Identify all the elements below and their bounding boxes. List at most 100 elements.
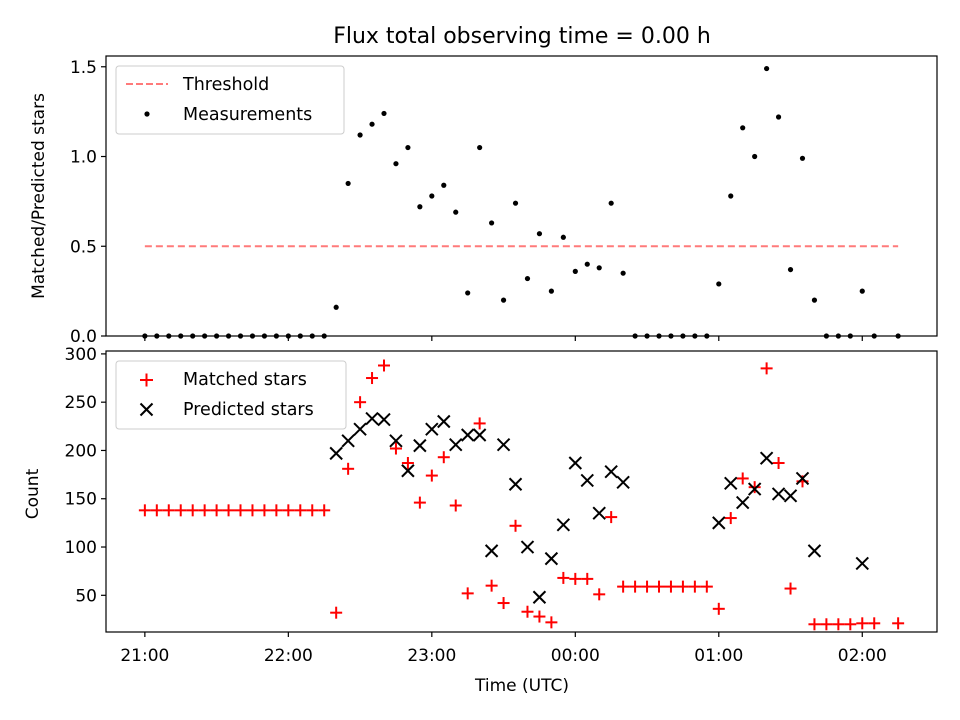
top-ytick-label: 0.5: [70, 237, 97, 257]
matched-star-point: [748, 481, 761, 494]
top-ytick-label: 1.5: [70, 58, 97, 78]
matched-star-point: [413, 496, 426, 509]
measurement-point: [596, 265, 602, 271]
matched-star-point: [832, 618, 845, 631]
matched-star-point: [545, 616, 558, 629]
bottom-ytick-label: 150: [65, 490, 97, 510]
bottom-ytick-label: 250: [65, 393, 97, 413]
matched-star-point: [473, 417, 486, 430]
predicted-star-point: [759, 451, 774, 465]
predicted-star-point: [377, 412, 391, 427]
matched-star-point: [820, 618, 833, 631]
bottom-ytick-label: 50: [75, 586, 97, 606]
measurement-point: [584, 261, 590, 267]
xtick-label: 00:00: [551, 646, 600, 666]
predicted-star-point: [556, 518, 571, 532]
matched-star-point: [198, 504, 211, 517]
measurement-point: [536, 231, 543, 237]
matched-star-point: [844, 618, 857, 631]
xtick-label: 01:00: [694, 646, 743, 666]
matched-star-point: [138, 504, 151, 517]
top-legend-box: [115, 65, 345, 135]
predicted-star-point: [724, 476, 738, 490]
bottom-x-ticks: 21:00 22:00 23:00 00:00 01:00 02:00: [120, 632, 887, 666]
matched-star-point: [593, 588, 606, 601]
matched-star-point: [306, 504, 319, 517]
measurement-point: [333, 304, 339, 310]
measurement-points: [142, 65, 901, 339]
matched-star-point: [162, 504, 175, 517]
matched-star-point: [569, 572, 582, 585]
predicted-star-point: [413, 438, 427, 453]
matched-star-point: [641, 580, 654, 593]
predicted-star-point: [353, 422, 367, 436]
matched-star-point: [784, 582, 797, 595]
matched-star-point: [712, 602, 725, 615]
matched-star-point: [366, 372, 379, 385]
top-y-ticks: 0.0 0.5 1.0 1.5: [70, 58, 106, 347]
matched-star-point: [377, 359, 390, 372]
measurement-point: [524, 275, 531, 282]
legend-predicted-swatch: [139, 402, 154, 417]
measurement-point: [740, 125, 746, 131]
matched-star-point: [856, 617, 869, 630]
top-ytick-label: 1.0: [70, 148, 97, 168]
measurement-point: [345, 180, 351, 187]
matched-star-point: [186, 504, 199, 517]
predicted-star-point: [544, 551, 559, 566]
matched-star-point: [282, 504, 295, 517]
predicted-star-point: [425, 422, 439, 436]
matched-star-point: [497, 597, 510, 610]
bottom-legend-box: [115, 360, 347, 430]
matched-star-point: [772, 457, 785, 470]
bottom-y-axis-label: Count: [23, 468, 43, 519]
measurement-point: [405, 144, 411, 151]
predicted-star-point: [592, 506, 606, 520]
matched-star-point: [700, 580, 713, 593]
matched-star-point: [509, 519, 522, 532]
measurement-point: [477, 144, 483, 151]
matched-star-point: [653, 580, 666, 593]
matched-star-point: [354, 396, 367, 409]
measurement-point: [764, 65, 770, 72]
matched-star-point: [330, 606, 343, 619]
matched-star-point: [318, 504, 331, 517]
matched-star-point: [557, 571, 570, 584]
predicted-star-point: [735, 495, 750, 510]
predicted-star-point: [437, 414, 451, 429]
measurement-point: [512, 200, 519, 206]
predicted-star-point: [568, 456, 583, 470]
measurement-point: [548, 288, 554, 294]
matched-star-point: [808, 618, 821, 631]
predicted-star-point: [520, 540, 535, 554]
legend-predicted-label: Predicted stars: [183, 400, 314, 420]
measurement-point: [417, 204, 423, 210]
predicted-star-point: [329, 446, 343, 461]
matched-star-point: [760, 362, 773, 375]
top-ytick-label: 0.0: [70, 327, 97, 347]
predicted-star-point: [604, 464, 618, 479]
measurement-point: [453, 209, 459, 215]
top-legend: Threshold Measurements: [115, 65, 345, 135]
measurement-point: [560, 234, 566, 240]
measurement-point: [728, 193, 734, 199]
matched-star-point: [724, 512, 737, 525]
top-axes-frame: [105, 55, 938, 337]
matched-star-point: [342, 462, 355, 475]
measurement-point: [787, 266, 794, 273]
matched-star-point: [437, 451, 450, 464]
measurement-point: [429, 193, 435, 199]
matched-star-point: [210, 504, 223, 517]
measurement-point: [393, 161, 399, 167]
matched-star-point: [868, 617, 881, 630]
measurement-point: [572, 268, 578, 274]
matched-star-point: [449, 499, 462, 512]
measurement-point: [716, 281, 722, 287]
xtick-label: 21:00: [120, 646, 169, 666]
measurement-point: [500, 297, 507, 303]
bottom-ytick-label: 100: [65, 538, 97, 558]
predicted-star-point: [712, 516, 726, 530]
matched-star-point: [617, 580, 630, 593]
